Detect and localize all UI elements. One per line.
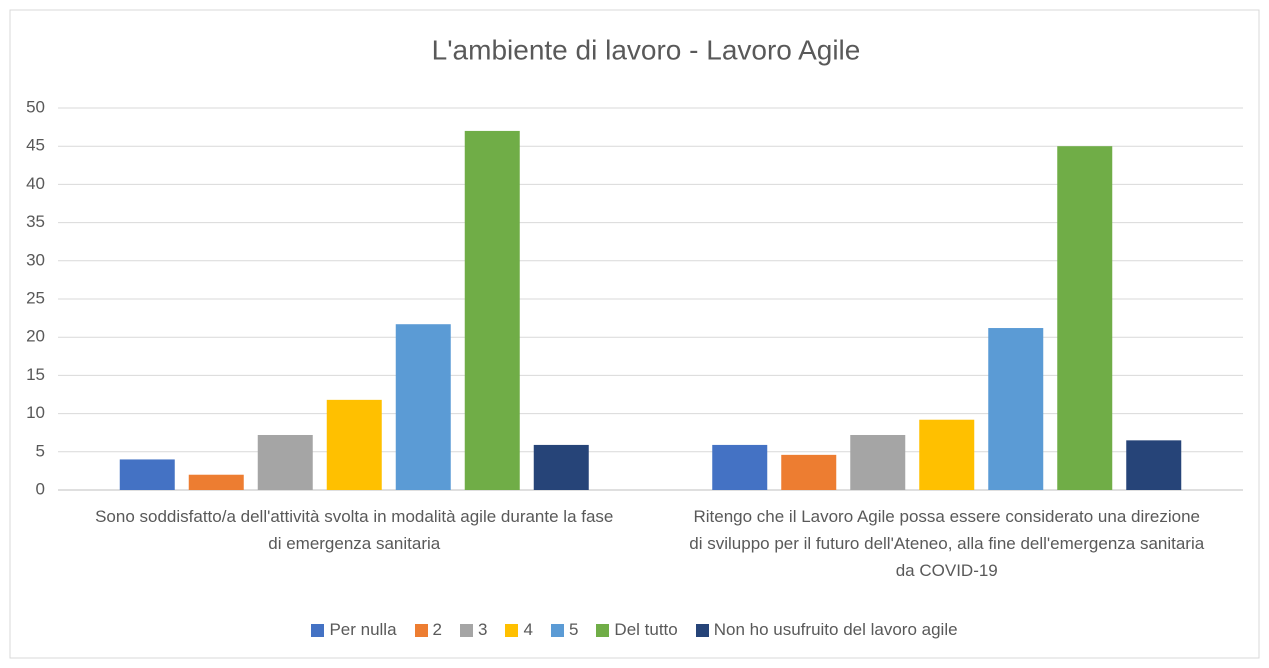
legend-label: Del tutto [614,620,678,639]
y-tick-label: 10 [26,403,45,422]
legend-label: Per nulla [329,620,397,639]
y-tick-label: 20 [26,327,45,346]
legend-label: 3 [478,620,488,639]
x-tick-label: Ritengo che il Lavoro Agile possa essere… [689,507,1205,580]
legend-swatch [414,623,428,637]
y-tick-label: 15 [26,365,45,384]
legend-swatch [460,623,474,637]
legend-label: 4 [523,620,533,639]
legend-label: 5 [568,620,579,639]
legend-label: Non ho usufruito del lavoro agile [713,620,958,639]
y-tick-label: 35 [26,212,45,231]
bar [326,399,382,490]
legend-item: 2 [414,620,443,640]
y-tick-label: 5 [36,441,45,460]
chart-border [9,9,1260,659]
legend-item: 5 [550,620,579,640]
legend-item: 3 [460,620,487,640]
bar [919,419,975,490]
legend-label: 2 [432,620,443,639]
bar [188,474,244,490]
legend-swatch [550,623,564,637]
bar [988,328,1044,490]
legend-item: Non ho usufruito del lavoro agile [695,620,958,640]
bar [464,130,520,491]
y-tick-label: 50 [26,97,45,116]
y-tick-label: 25 [26,288,45,307]
legend-item: Per nulla [311,620,397,640]
legend-swatch [505,623,519,637]
legend-swatch [596,623,610,637]
y-tick-label: 45 [26,136,45,155]
bar [533,444,589,490]
bar [712,444,768,490]
x-tick-label: Sono soddisfatto/a dell'attività svolta … [95,507,614,553]
bar [781,454,837,490]
bar [1126,440,1182,490]
y-tick-label: 30 [26,250,45,269]
legend-swatch [311,623,325,637]
y-tick-label: 40 [26,174,45,193]
legend-item: 4 [505,620,533,640]
bar [850,434,906,490]
bar [119,459,175,490]
y-tick-label: 0 [36,479,45,498]
bar [1057,146,1113,490]
chart-title: L'ambiente di lavoro - Lavoro Agile [432,34,861,65]
legend: Per nulla 2 3 4 5 Del tutto Non ho usufruito d… [0,620,1269,640]
legend-item: Del tutto [596,620,678,640]
legend-swatch [695,623,709,637]
bar [395,324,451,490]
bar [257,434,313,490]
